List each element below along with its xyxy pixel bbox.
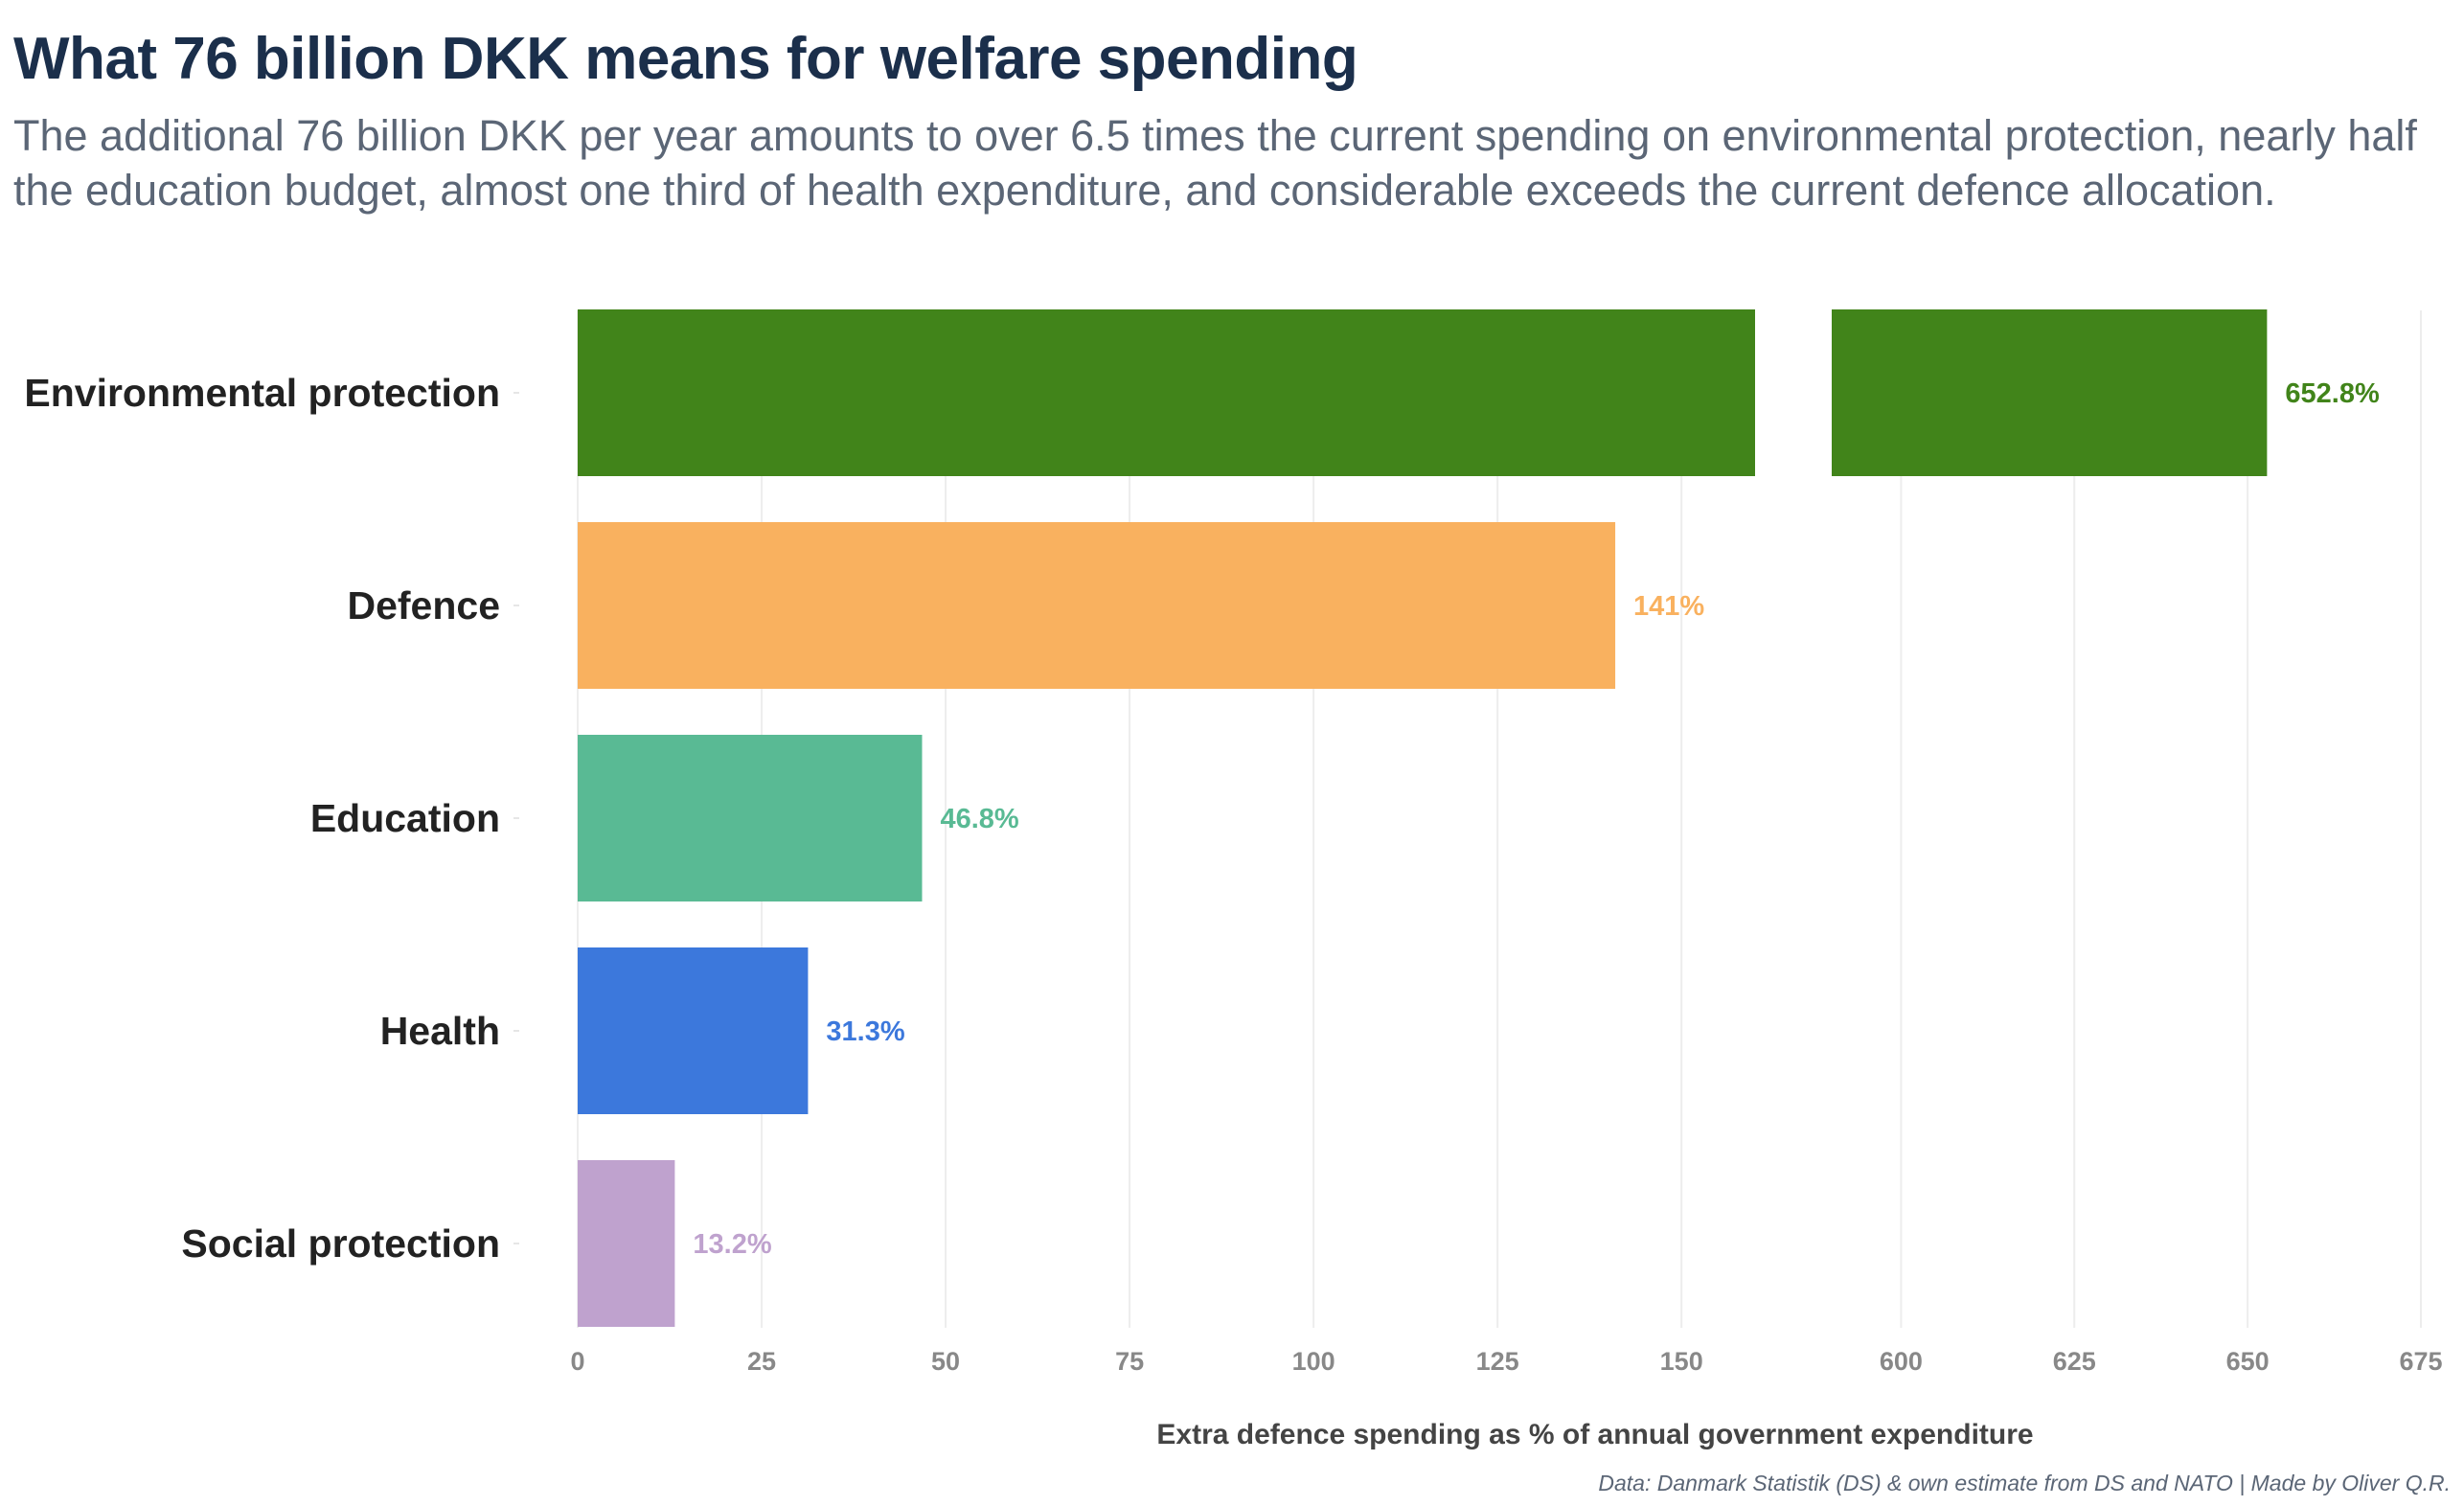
x-tick-label: 100 [1292,1347,1335,1376]
bar-continued [1832,309,2268,476]
category-label: Defence [347,583,500,628]
chart-caption: Data: Danmark Statistik (DS) & own estim… [1598,1471,2451,1495]
x-tick-label: 625 [2053,1347,2096,1376]
bar [578,309,1755,476]
value-label: 46.8% [940,804,1018,834]
x-tick-label: 675 [2399,1347,2442,1376]
x-tick-label: 25 [747,1347,776,1376]
chart-subtitle: The additional 76 billion DKK per year a… [13,111,2417,215]
value-label: 31.3% [826,1016,904,1047]
x-tick-label: 125 [1476,1347,1519,1376]
x-axis-title: Extra defence spending as % of annual go… [1156,1419,2033,1450]
labels: 0 25 50 75 100 125 150 600 625 650 675 Environmenta… [24,371,2442,1450]
x-tick-label: 150 [1660,1347,1703,1376]
category-label: Health [380,1009,500,1053]
gridlines [513,310,2422,1328]
bars [578,309,2268,1327]
value-label: 652.8% [2285,378,2380,409]
category-label: Social protection [181,1221,500,1266]
value-label: 13.2% [693,1229,771,1260]
bar [578,735,923,901]
x-tick-label: 75 [1115,1347,1144,1376]
x-tick-label: 50 [931,1347,960,1376]
bar [578,522,1616,689]
x-tick-label: 0 [570,1347,584,1376]
bar [578,947,809,1114]
x-tick-label: 650 [2226,1347,2270,1376]
category-label: Environmental protection [24,371,500,415]
category-label: Education [310,796,500,840]
bar [578,1160,675,1327]
chart-title: What 76 billion DKK means for welfare sp… [13,26,1358,92]
value-label: 141% [1633,591,1704,622]
x-tick-label: 600 [1880,1347,1923,1376]
bar-chart: 0 25 50 75 100 125 150 600 625 650 675 Environmenta… [24,309,2443,1450]
